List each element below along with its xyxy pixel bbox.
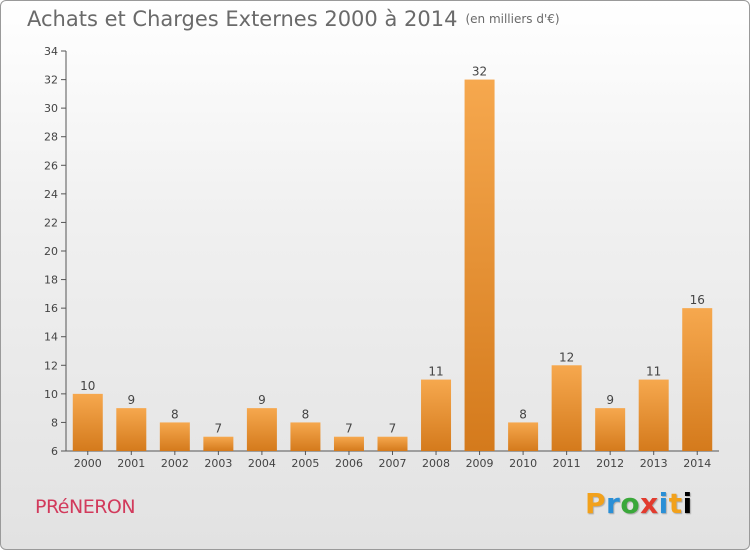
bar	[551, 365, 582, 451]
logo-letter: t	[668, 487, 683, 520]
x-tick-label: 2013	[640, 457, 668, 470]
x-tick-label: 2014	[683, 457, 711, 470]
data-labels: 10 9 8 7 9 8 7 7 11 32 8 12 9 11 16	[80, 65, 705, 436]
y-tick-label: 6	[51, 445, 58, 458]
logo-letter: P	[585, 487, 607, 520]
chart-unit: (en milliers d'€)	[465, 12, 560, 26]
chart-title-text: Achats et Charges Externes 2000 à 2014	[27, 7, 458, 31]
x-tick-label: 2000	[74, 457, 102, 470]
y-tick-label: 12	[44, 359, 58, 372]
data-label: 8	[519, 407, 527, 421]
data-label: 8	[302, 407, 310, 421]
y-tick-label: 28	[44, 131, 58, 144]
data-label: 9	[606, 393, 614, 407]
data-label: 10	[80, 379, 95, 393]
data-label: 12	[559, 350, 574, 364]
x-tick-label: 2007	[379, 457, 407, 470]
bar	[595, 408, 626, 451]
data-label: 9	[258, 393, 266, 407]
x-tick-label: 2008	[422, 457, 450, 470]
y-tick-label: 14	[44, 331, 58, 344]
x-tick-label: 2004	[248, 457, 276, 470]
logo-letter: r	[606, 487, 621, 520]
data-label: 32	[472, 65, 487, 79]
bar	[682, 308, 713, 451]
logo-letter: x	[640, 487, 659, 520]
logo-letter: i	[658, 487, 669, 520]
proxiti-logo: Proxiti	[585, 487, 693, 520]
x-tick-label: 2006	[335, 457, 363, 470]
x-tick-label: 2011	[553, 457, 581, 470]
x-tick-label: 2001	[117, 457, 145, 470]
x-tick-label: 2012	[596, 457, 624, 470]
y-tick-label: 20	[44, 245, 58, 258]
axes: 6 8 10 12 14 16 18 20 22 24 26 28 30 32 34 2000 2001 2002…	[44, 45, 719, 470]
x-tick-label: 2002	[161, 457, 189, 470]
bar	[421, 379, 452, 451]
y-tick-label: 24	[44, 188, 58, 201]
data-label: 11	[646, 365, 661, 379]
data-label: 7	[215, 422, 223, 436]
x-tick-label: 2009	[466, 457, 494, 470]
y-tick-label: 32	[44, 74, 58, 87]
bar	[116, 408, 147, 451]
x-tick-label: 2003	[204, 457, 232, 470]
y-tick-label: 22	[44, 216, 58, 229]
data-label: 16	[690, 293, 705, 307]
x-tick-label: 2005	[291, 457, 319, 470]
bar	[246, 408, 277, 451]
y-tick-label: 26	[44, 159, 58, 172]
bar	[290, 422, 321, 451]
data-label: 7	[389, 422, 397, 436]
bar	[464, 79, 495, 452]
bar	[203, 436, 234, 451]
bar	[508, 422, 539, 451]
data-label: 7	[345, 422, 353, 436]
bar	[333, 436, 364, 451]
bar	[159, 422, 190, 451]
y-tick-label: 16	[44, 302, 58, 315]
logo-letter: o	[620, 487, 641, 520]
y-tick-label: 10	[44, 388, 58, 401]
data-label: 8	[171, 407, 179, 421]
y-tick-label: 30	[44, 102, 58, 115]
data-label: 9	[127, 393, 135, 407]
y-tick-label: 34	[44, 45, 58, 58]
bar	[72, 393, 103, 451]
bar	[377, 436, 408, 451]
bar	[638, 379, 669, 451]
logo-letter: i	[682, 487, 693, 520]
bars	[72, 79, 713, 452]
y-tick-label: 8	[51, 416, 58, 429]
data-label: 11	[428, 365, 443, 379]
y-tick-label: 18	[44, 274, 58, 287]
x-tick-label: 2010	[509, 457, 537, 470]
chart-title: Achats et Charges Externes 2000 à 2014 (e…	[27, 7, 560, 31]
commune-name: PRéNERON	[35, 496, 136, 518]
